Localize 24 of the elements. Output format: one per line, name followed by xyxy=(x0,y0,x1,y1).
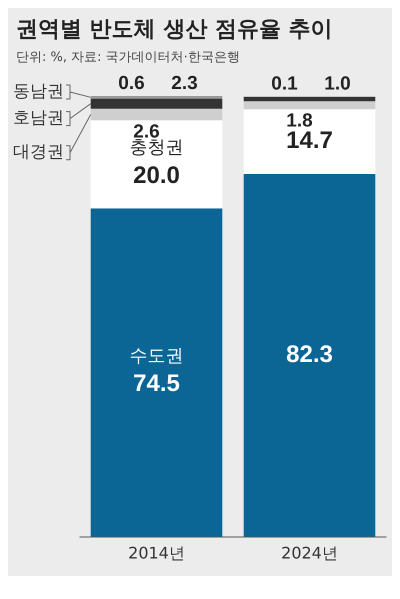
bar xyxy=(90,98,222,109)
series-label: 동남권 xyxy=(13,81,64,102)
bar xyxy=(244,109,376,174)
bar xyxy=(90,120,222,208)
data-label: 1.0 xyxy=(324,74,351,95)
data-label: 20.0 xyxy=(133,162,180,189)
bar xyxy=(90,208,222,537)
bar xyxy=(244,96,376,102)
data-label: 2.3 xyxy=(171,73,198,94)
x-tick-label: 2014년 xyxy=(128,544,185,563)
bar xyxy=(244,174,376,537)
series-label: 호남권 xyxy=(13,108,64,128)
series-label: 수도권 xyxy=(130,345,184,366)
bar xyxy=(90,108,222,120)
bar xyxy=(244,101,376,110)
data-label: 0.1 xyxy=(271,74,298,95)
data-label: 0.6 xyxy=(118,73,145,94)
chart-title: 권역별 반도체 생산 점유율 추이 xyxy=(15,16,334,44)
bar xyxy=(90,96,222,99)
x-tick-label: 2024년 xyxy=(281,544,338,563)
text: 대경권 xyxy=(13,142,64,162)
data-label: 74.5 xyxy=(133,370,180,398)
data-label: 82.3 xyxy=(286,341,333,368)
chart-subtitle: 단위: %, 자료: 국가데이터처·한국은행 xyxy=(15,49,241,66)
